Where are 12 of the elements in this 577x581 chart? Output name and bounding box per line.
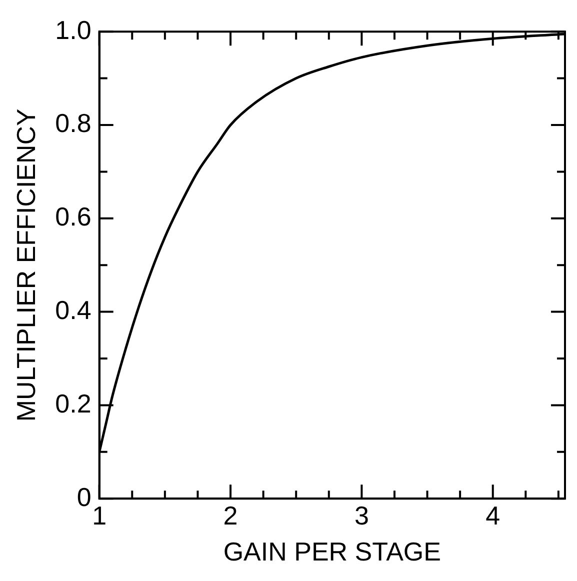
x-tick-label: 4 <box>486 500 500 530</box>
y-tick-label: 1.0 <box>55 14 92 45</box>
y-tick-label: 0.6 <box>55 202 92 232</box>
y-axis-title: MULTIPLIER EFFICIENCY <box>10 108 41 422</box>
y-tick-label: 0 <box>76 482 92 512</box>
y-tick-label: 0.8 <box>55 108 92 138</box>
x-tick-label: 3 <box>354 500 369 530</box>
y-tick-label: 0.2 <box>55 388 92 418</box>
x-tick-label: 2 <box>223 500 238 530</box>
x-tick-label: 1 <box>92 500 107 530</box>
x-axis-title: GAIN PER STAGE <box>223 536 442 567</box>
y-tick-label: 0.4 <box>55 294 92 325</box>
